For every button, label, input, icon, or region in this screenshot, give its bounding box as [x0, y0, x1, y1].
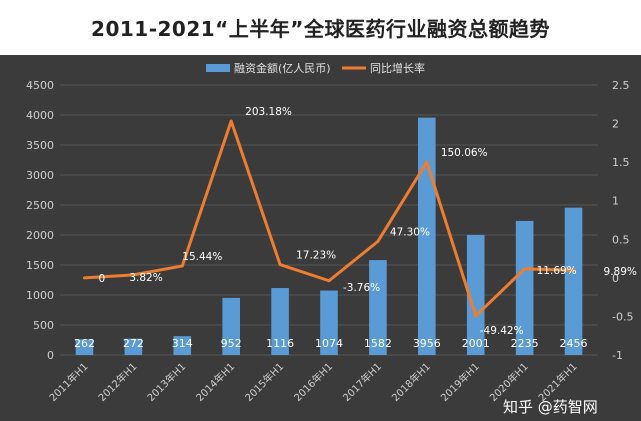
bar-2012年H1 — [124, 338, 143, 355]
growth-point — [572, 268, 576, 272]
bar-2016年H1 — [320, 290, 338, 355]
bar-value-label: 1582 — [364, 337, 392, 350]
title-bar: 2011-2021“上半年”全球医药行业融资总额趋势 — [0, 0, 641, 55]
growth-point — [327, 279, 331, 283]
x-tick-label: 2017年H1 — [340, 360, 384, 404]
bar-value-label: 3956 — [413, 337, 441, 350]
x-tick-label: 2016年H1 — [291, 360, 335, 404]
x-tick-label: 2014年H1 — [193, 360, 237, 404]
bar-series — [75, 117, 583, 355]
y-right-tick-label: 1.5 — [612, 156, 630, 169]
growth-value-label: 150.06% — [441, 147, 488, 159]
bar-2021年H1 — [564, 207, 583, 355]
bar-value-label: 272 — [123, 337, 144, 350]
growth-value-label: 15.44% — [182, 251, 222, 263]
y-left-tick-label: 3500 — [26, 139, 54, 152]
y-left-tick-label: 4500 — [26, 79, 54, 92]
y-left-tick-label: 2500 — [26, 199, 54, 212]
bar-2011年H1 — [75, 339, 94, 355]
y-left-tick-label: 4000 — [26, 109, 54, 122]
growth-point — [131, 273, 135, 277]
growth-value-label: 3.82% — [129, 272, 162, 284]
y-right-tick-label: 0 — [612, 272, 619, 285]
y-left-tick-label: 1000 — [26, 289, 54, 302]
bar-value-label: 262 — [74, 337, 95, 350]
bar-value-label: 2235 — [511, 337, 539, 350]
gridlines — [60, 84, 598, 356]
bar-2020年H1 — [515, 220, 534, 355]
plot-background — [0, 55, 641, 421]
y-left-tick-label: 1500 — [26, 259, 54, 272]
growth-value-label: 17.23% — [296, 250, 336, 262]
growth-point — [278, 263, 282, 267]
watermark-text: 知乎 @药智网 — [503, 398, 598, 416]
line-series — [82, 119, 576, 318]
legend: 融资金额(亿人民币) 同比增长率 — [206, 61, 425, 75]
y-right-tick-label: 2 — [612, 118, 619, 131]
bar-2019年H1 — [466, 234, 485, 355]
growth-value-label: 11.69% — [537, 265, 577, 277]
x-tick-label: 2012年H1 — [95, 360, 139, 404]
x-tick-label: 2018年H1 — [389, 360, 433, 404]
bar-2017年H1 — [369, 260, 387, 355]
bar-value-label: 952 — [221, 337, 242, 350]
bar-value-label: 1074 — [315, 337, 343, 350]
growth-point — [82, 276, 86, 280]
y-right-tick-label: 2.5 — [612, 79, 630, 92]
growth-point — [376, 239, 380, 243]
growth-rate-line — [84, 119, 574, 318]
y-right-tick-label: 1 — [612, 195, 619, 208]
x-tick-label: 2015年H1 — [242, 360, 286, 404]
growth-point — [229, 119, 233, 123]
legend-line-label: 同比增长率 — [370, 61, 425, 75]
growth-point — [474, 314, 478, 318]
y-left-tick-label: 500 — [33, 319, 54, 332]
y-left-tick-label: 0 — [47, 349, 54, 362]
bar-value-label: 314 — [172, 337, 193, 350]
chart-title: 2011-2021“上半年”全球医药行业融资总额趋势 — [91, 17, 550, 41]
legend-bar-label: 融资金额(亿人民币) — [234, 61, 331, 75]
growth-point — [425, 160, 429, 164]
growth-value-label: 203.18% — [245, 106, 292, 118]
y-right-tick-label: 0.5 — [612, 233, 630, 246]
x-tick-label: 2011年H1 — [46, 360, 90, 404]
x-tick-label: 2019年H1 — [438, 360, 482, 404]
data-labels: 262 272 314 952 1116 1074 1582 3956 2001 2235 2456… — [74, 106, 637, 350]
growth-value-label: 47.30% — [390, 226, 430, 238]
y-left-tick-label: 2000 — [26, 229, 54, 242]
bar-value-label: 1116 — [266, 337, 294, 350]
growth-value-label: -3.76% — [343, 282, 380, 294]
x-tick-label: 2013年H1 — [144, 360, 188, 404]
bar-value-label: 2456 — [560, 337, 588, 350]
bar-2014年H1 — [222, 297, 240, 355]
growth-point — [180, 264, 184, 268]
y-right-tick-label: -0.5 — [612, 310, 633, 323]
bar-value-label: 2001 — [462, 337, 490, 350]
growth-value-label: -49.42% — [480, 325, 524, 337]
growth-point — [523, 267, 527, 271]
bar-2013年H1 — [173, 336, 192, 355]
bar-2015年H1 — [271, 288, 289, 355]
growth-value-label: 9.89% — [604, 266, 637, 278]
y-left-tick-label: 3000 — [26, 169, 54, 182]
growth-value-label: 0 — [98, 273, 105, 285]
legend-bar-swatch — [206, 64, 230, 72]
y-right-tick-label: -1 — [612, 349, 623, 362]
